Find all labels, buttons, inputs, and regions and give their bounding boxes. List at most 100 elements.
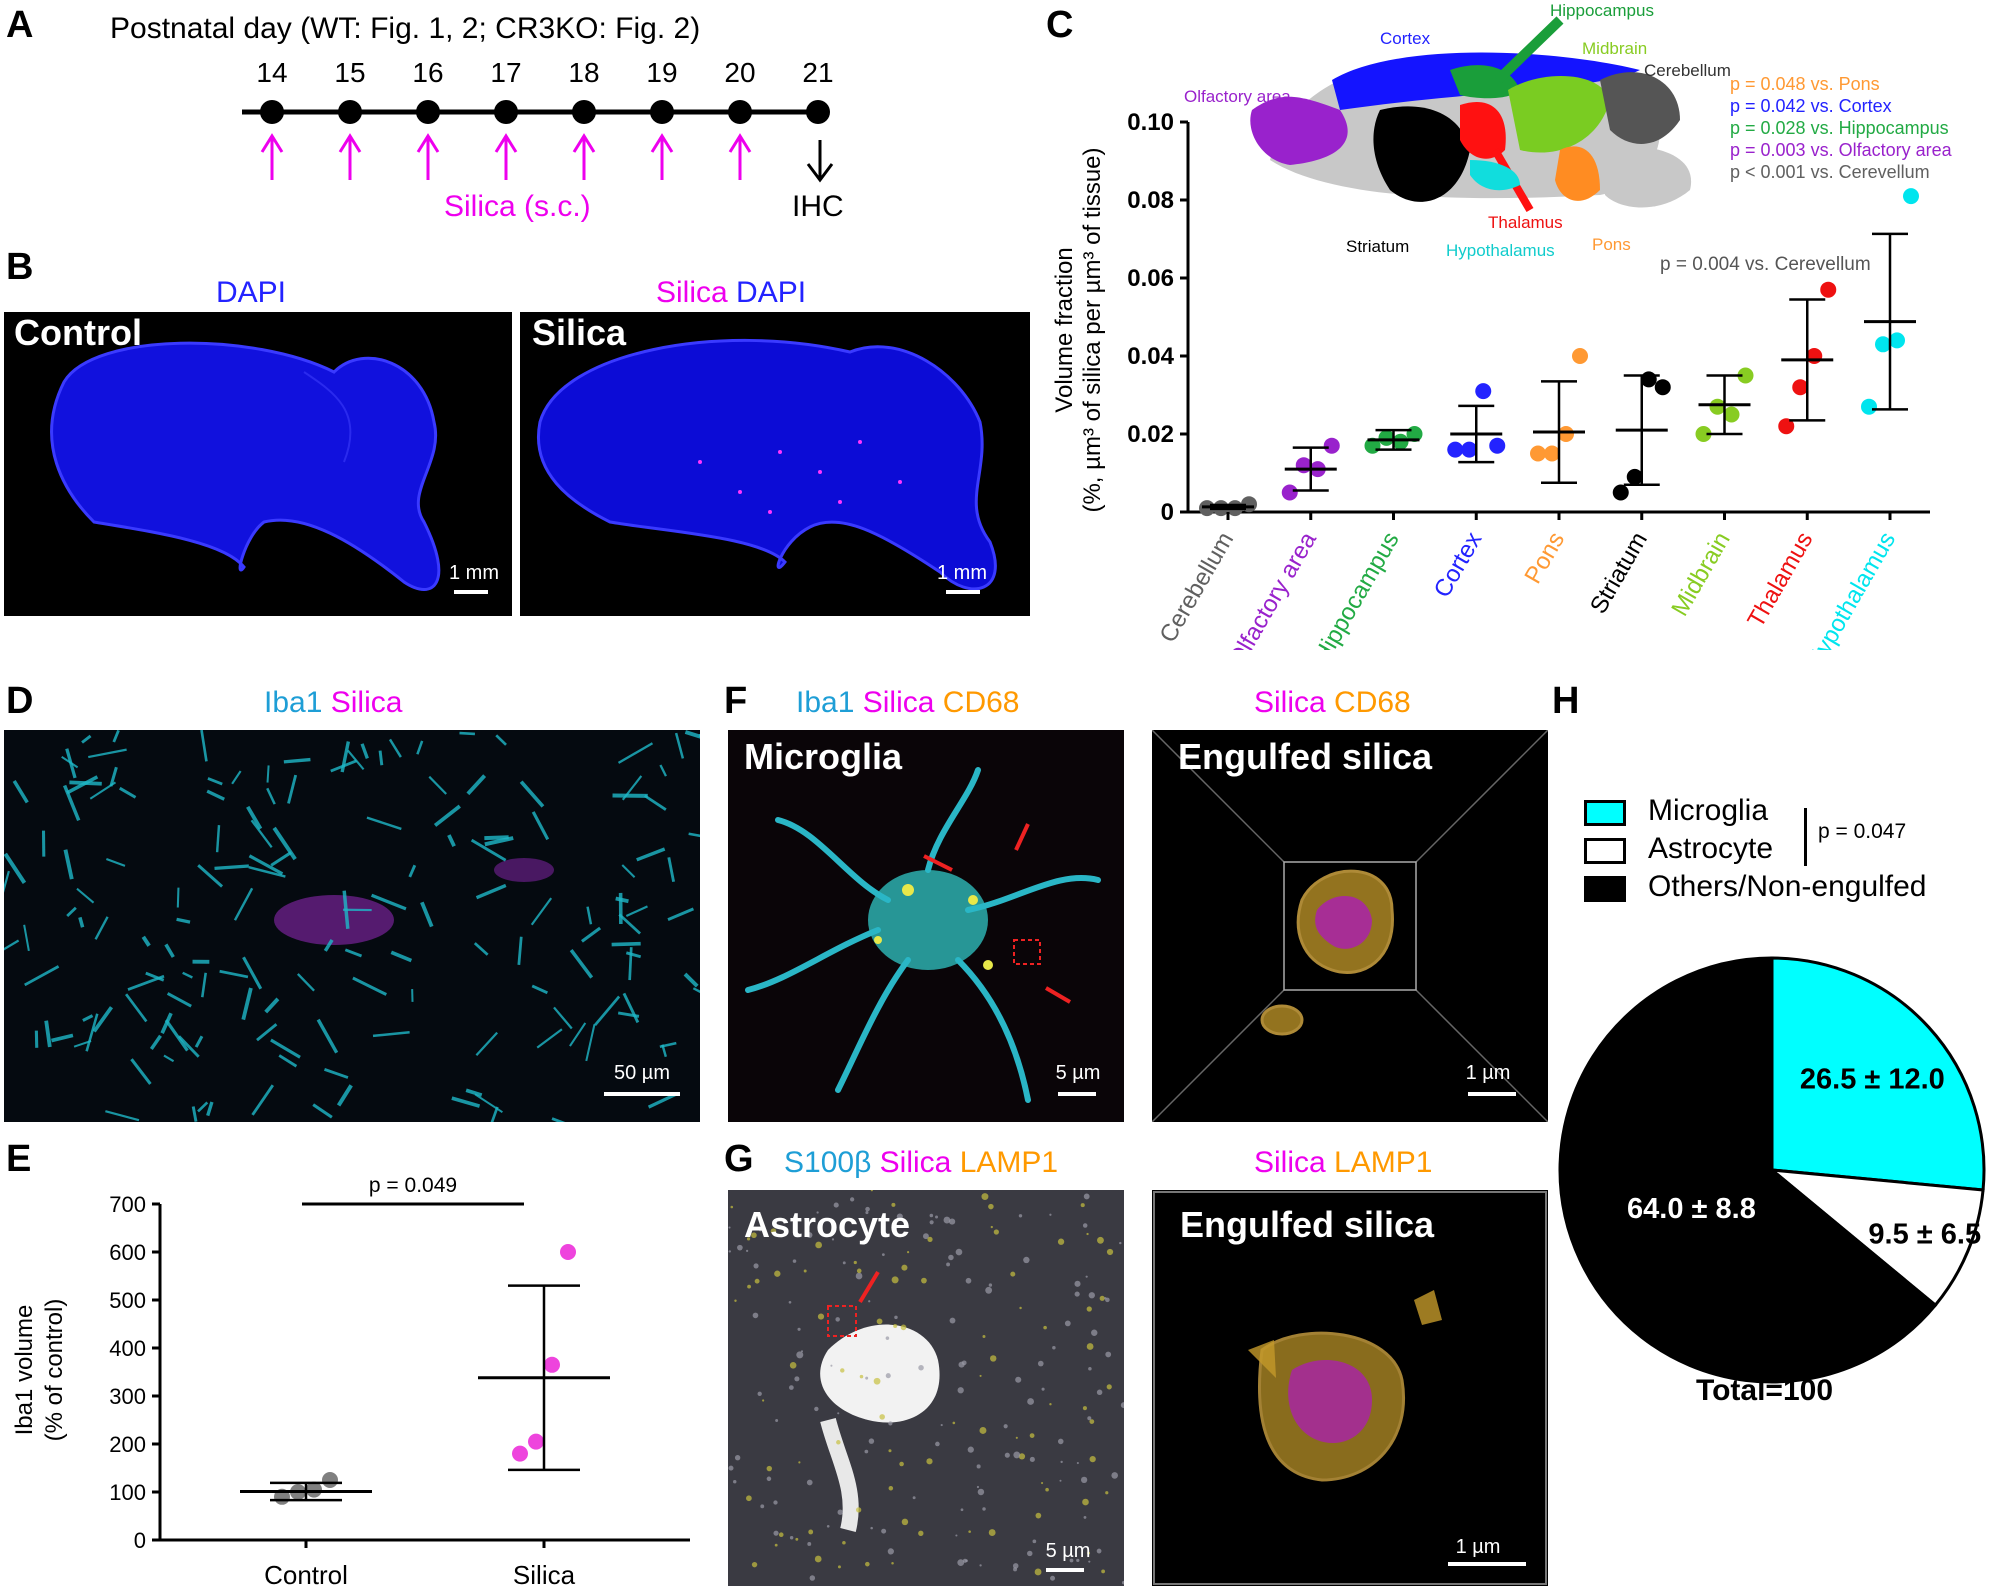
timeline-dot-17 <box>494 100 518 124</box>
panel-label-g: G <box>724 1138 754 1180</box>
brain-label-pons: Pons <box>1592 235 1631 254</box>
c-xlabel: Cortex <box>1429 528 1488 603</box>
g-left-channels: S100β Silica LAMP1 <box>784 1146 1058 1180</box>
b-channel-silica: Silica <box>656 276 728 309</box>
injection-arrow-19 <box>650 133 674 180</box>
f-engulfed-image: Engulfed silica 1 µm <box>1152 730 1548 1122</box>
f-right-channels: Silica CD68 <box>1254 686 1411 720</box>
f-channel-silica: Silica <box>862 686 935 719</box>
c-point <box>1861 398 1877 415</box>
g-right-channels: Silica LAMP1 <box>1254 1146 1432 1180</box>
c-ytick-label: 0.06 <box>1127 265 1174 292</box>
c-ytick-label: 0.02 <box>1127 421 1174 448</box>
pie-slice-others <box>1558 956 1938 1384</box>
injection-arrow-20 <box>728 133 752 180</box>
c-ytick-label: 0.10 <box>1127 109 1174 136</box>
c-ytick-label: 0.04 <box>1127 343 1174 370</box>
c-pvalue-extra: p = 0.004 vs. Cerevellum <box>1660 254 1871 275</box>
c-point <box>1792 379 1809 396</box>
c-ytick-label: 0 <box>1161 499 1174 526</box>
b-channel-dapi: DAPI <box>736 276 807 309</box>
pie-slice-astrocyte <box>1767 1168 1985 1308</box>
timeline-day-18: 18 <box>568 60 599 88</box>
f-left-channels: Iba1 Silica CD68 <box>796 686 1019 720</box>
brain-label-thalamus: Thalamus <box>1488 213 1563 232</box>
b-control-label: Control <box>14 312 142 353</box>
pie-label-2: 64.0 ± 8.8 <box>1627 1193 1756 1225</box>
brain-label-hypothalamus: Hypothalamus <box>1446 241 1555 260</box>
c-point <box>1889 332 1905 349</box>
c-chart: Volume fraction (%, µm³ of silica per µm… <box>1051 1 1953 651</box>
e-pvalue: p = 0.049 <box>369 1174 457 1197</box>
g-astrocyte-image: Astrocyte 5 µm <box>728 1190 1124 1586</box>
c-point <box>1447 441 1464 458</box>
brain-label-olfactory: Olfactory area <box>1184 87 1291 106</box>
d-image: 50 µm <box>4 730 700 1122</box>
injection-arrow-18 <box>572 133 596 180</box>
c-point <box>1903 188 1919 205</box>
e-ytick-label: 0 <box>134 1528 146 1553</box>
c-y-axis-title: Volume fraction (%, µm³ of silica per µm… <box>1051 147 1106 512</box>
g-right-channel-silica: Silica <box>1254 1146 1326 1179</box>
e-ylabel-2: (% of control) <box>41 1299 68 1442</box>
c-point <box>1489 437 1506 454</box>
legend-microglia: Microglia <box>1648 794 1769 827</box>
legend-astrocyte: Astrocyte <box>1648 832 1774 865</box>
c-point <box>1295 457 1312 474</box>
timeline-day-15: 15 <box>334 60 365 88</box>
d-channel-silica: Silica <box>330 686 403 719</box>
c-point <box>1281 484 1298 501</box>
d-channels: Iba1 Silica <box>264 686 402 720</box>
brain-label-hippocampus: Hippocampus <box>1550 1 1654 20</box>
panel-label-a: A <box>6 4 34 46</box>
f-engulfed-label: Engulfed silica <box>1178 736 1433 777</box>
c-pvalue-line: p = 0.003 vs. Olfactory area <box>1730 140 1953 160</box>
c-ytick-label: 0.08 <box>1127 187 1174 214</box>
f-microglia-label: Microglia <box>744 736 903 777</box>
brain-label-striatum: Striatum <box>1346 237 1409 256</box>
timeline-dot-20 <box>728 100 752 124</box>
e-chart: Iba1 volume (% of control) 0 100 200 300 400… <box>11 1174 690 1590</box>
b-left-channel: DAPI <box>216 276 287 309</box>
b-silica-scalebar <box>946 590 980 594</box>
g-channel-lamp1: LAMP1 <box>959 1146 1059 1179</box>
timeline-day-14: 14 <box>256 60 287 88</box>
g-channel-silica: Silica <box>879 1146 952 1179</box>
c-point <box>1544 445 1560 462</box>
c-xlabel: Cerebellum <box>1154 528 1239 648</box>
e-ytick-label: 400 <box>109 1336 146 1361</box>
c-xlabel: Hippocampus <box>1308 528 1405 651</box>
timeline-dot-15 <box>338 100 362 124</box>
c-point <box>1475 383 1492 400</box>
c-point <box>1558 426 1574 442</box>
g-channel-s100b: S100β <box>784 1146 872 1179</box>
c-point <box>1572 348 1588 364</box>
c-point <box>1323 437 1340 454</box>
g-engulfed-label: Engulfed silica <box>1180 1204 1435 1245</box>
timeline-dot-18 <box>572 100 596 124</box>
f-channel-iba1: Iba1 <box>796 686 855 719</box>
c-point <box>1612 484 1629 501</box>
b-control-image: Control 1 mm <box>4 312 512 616</box>
legend-swatch-microglia <box>1584 800 1626 826</box>
g-right-scale: 1 µm <box>1455 1536 1501 1558</box>
panel-label-b: B <box>6 246 34 288</box>
f-left-scale: 5 µm <box>1055 1062 1101 1084</box>
timeline-title: Postnatal day (WT: Fig. 1, 2; CR3KO: Fig… <box>110 12 701 45</box>
f-right-scalebar <box>1468 1092 1516 1096</box>
ihc-label: IHC <box>792 190 844 223</box>
g-astrocyte-label: Astrocyte <box>744 1204 911 1245</box>
c-xlabel: Striatum <box>1585 528 1653 619</box>
c-point <box>1378 429 1395 446</box>
c-xlabel: Olfactory area <box>1223 527 1322 650</box>
injection-arrow-14 <box>260 133 284 180</box>
b-silica-label: Silica <box>532 312 627 353</box>
brain-label-midbrain: Midbrain <box>1582 39 1647 58</box>
b-silica-image: Silica 1 mm <box>520 312 1030 616</box>
c-xlabel: Pons <box>1519 528 1570 589</box>
h-pie: 26.5 ± 12.0 9.5 ± 6.5 64.0 ± 8.8 <box>1558 956 1986 1384</box>
legend-swatch-others <box>1584 876 1626 902</box>
e-ytick-label: 500 <box>109 1288 146 1313</box>
c-point <box>1640 371 1657 388</box>
legend-others: Others/Non-engulfed <box>1648 870 1927 903</box>
